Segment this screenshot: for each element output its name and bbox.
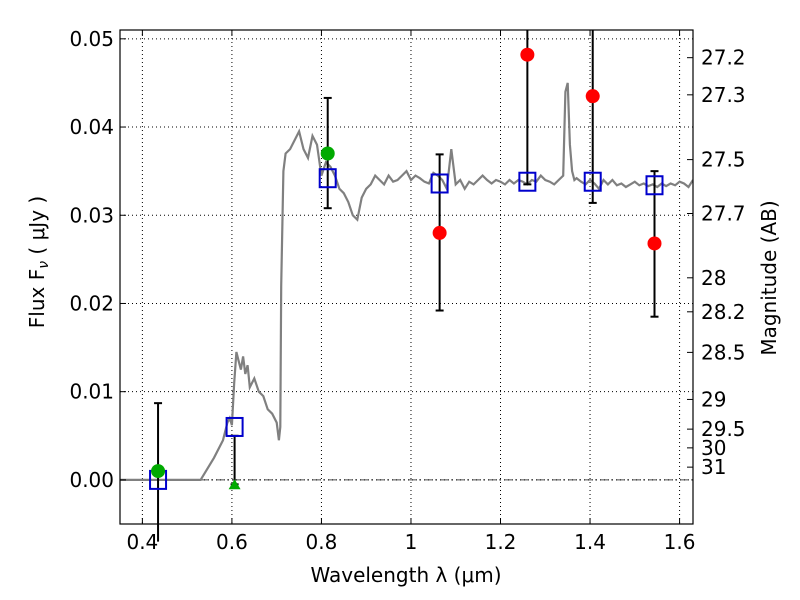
x-tick-label: 0.4 [126, 530, 158, 554]
y-tick-label: 0.00 [69, 468, 114, 492]
y-tick-label: 0.04 [69, 115, 114, 139]
model-photometry-square [583, 171, 602, 192]
mag-tick-label: 31 [701, 455, 726, 479]
observed-flux-point [585, 89, 600, 104]
y-axis-title-main: Flux F [25, 269, 49, 328]
observed-flux-point [647, 236, 662, 251]
model-spectrum-line [120, 82, 693, 481]
x-tick-label: 1 [405, 530, 418, 554]
mag-tick-label: 28.2 [701, 300, 746, 324]
mag-tick-label: 28 [701, 266, 726, 290]
grid [120, 30, 693, 524]
model-photometry-square [518, 171, 537, 192]
x-tick-label: 0.8 [306, 530, 338, 554]
y-tick-label: 0.05 [69, 27, 114, 51]
y-tick-label: 0.02 [69, 291, 114, 315]
plot-frame [119, 29, 694, 525]
model-photometry-square [645, 175, 664, 196]
mag-tick-label: 29 [701, 387, 726, 411]
x-tick-label: 1.2 [485, 530, 517, 554]
model-photometry-square [318, 168, 337, 189]
mag-tick-label: 27.3 [701, 83, 746, 107]
mag-tick-label: 30 [701, 436, 726, 460]
observed-flux-point [520, 47, 535, 62]
x-tick-label: 1.4 [574, 530, 606, 554]
mag-tick-label: 27.7 [701, 201, 746, 225]
y-tick-label: 0.01 [69, 380, 114, 404]
error-bars [149, 30, 664, 542]
y-tick-label: 0.03 [69, 203, 114, 227]
plot-area [120, 82, 693, 481]
x-tick-label: 0.6 [216, 530, 248, 554]
mag-tick-label: 27.5 [701, 148, 746, 172]
observed-flux-point [151, 464, 166, 479]
x-axis-title: Wavelength λ (μm) [310, 563, 501, 587]
upper-limit-triangle [228, 479, 241, 490]
observed-flux-point [432, 225, 447, 240]
x-tick-label: 1.6 [664, 530, 696, 554]
observed-flux-point [320, 146, 335, 161]
y-axis-title-sub: ν [36, 261, 52, 269]
axes: 0.4 0.6 0.8 1 1.2 1.4 1.6 0.00 0.01 0.02 0.03 0.04 0… [69, 27, 745, 554]
model-photometry-square [225, 416, 244, 437]
mag-tick-label: 29.5 [701, 417, 746, 441]
y-axis-title-unit: ( μJy ) [25, 196, 49, 261]
mag-tick-label: 28.5 [701, 340, 746, 364]
model-photometry-square [430, 173, 449, 194]
mag-tick-label: 27.2 [701, 46, 746, 70]
y2-axis-title: Magnitude (AB) [757, 200, 781, 355]
y-axis-title: Flux Fν ( μJy ) [25, 196, 52, 328]
